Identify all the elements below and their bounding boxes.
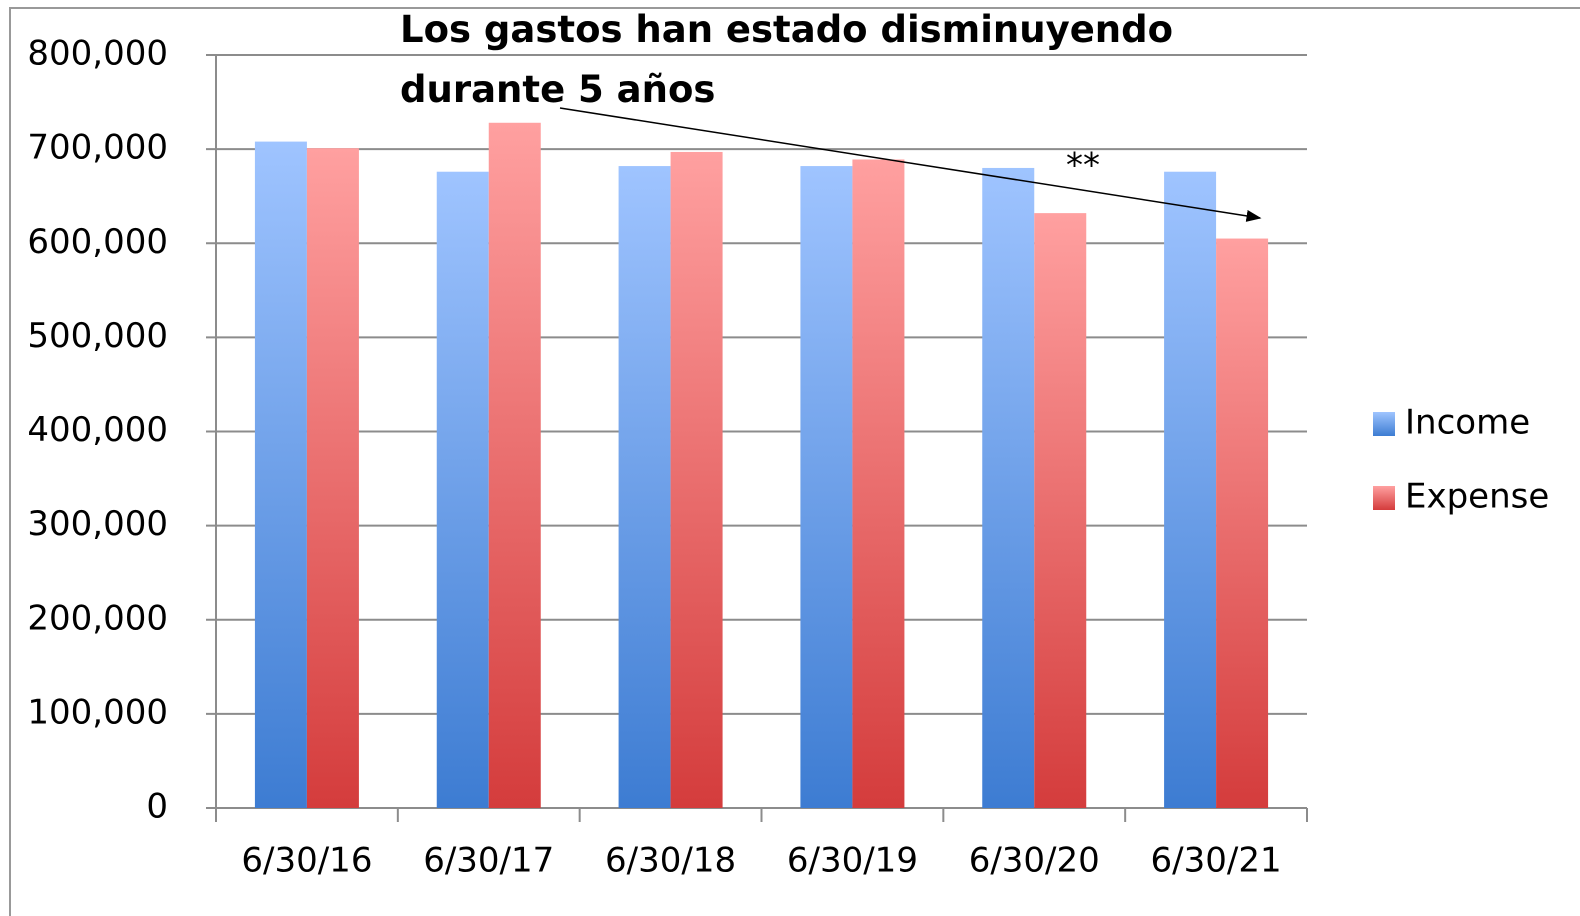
bar (618, 166, 671, 808)
bar (1216, 238, 1269, 808)
y-tick-label: 500,000 (27, 316, 168, 356)
legend-label: Income (1405, 403, 1530, 443)
bar (670, 151, 723, 809)
bar (254, 141, 307, 809)
bar (852, 159, 905, 808)
y-tick-label: 0 (146, 787, 168, 827)
annotation: Los gastos han estado disminuyendo duran… (400, 8, 1174, 111)
bar (1034, 213, 1087, 808)
x-tick-label: 6/30/16 (241, 841, 372, 881)
y-tick-label: 100,000 (27, 692, 168, 732)
y-tick-label: 700,000 (27, 128, 168, 168)
annotation: ** (1066, 146, 1100, 186)
x-tick-label: 6/30/19 (787, 841, 918, 881)
x-tick-label: 6/30/17 (423, 841, 554, 881)
bar (1164, 171, 1217, 809)
bar (306, 148, 359, 809)
legend-label: Expense (1405, 477, 1549, 517)
y-tick-label: 300,000 (27, 504, 168, 544)
y-tick-label: 800,000 (27, 34, 168, 74)
y-tick-label: 600,000 (27, 222, 168, 262)
trend-arrow (559, 107, 1262, 222)
y-tick-label: 400,000 (27, 410, 168, 450)
x-tick-label: 6/30/18 (605, 841, 736, 881)
bar (436, 171, 489, 809)
frame (9, 7, 1580, 916)
x-tick-label: 6/30/20 (969, 841, 1100, 881)
legend-swatch (1373, 486, 1395, 510)
bar (800, 166, 853, 808)
bar (982, 167, 1035, 808)
bar (488, 122, 541, 808)
legend-swatch (1373, 412, 1395, 436)
y-tick-label: 200,000 (27, 598, 168, 638)
x-tick-label: 6/30/21 (1151, 841, 1282, 881)
